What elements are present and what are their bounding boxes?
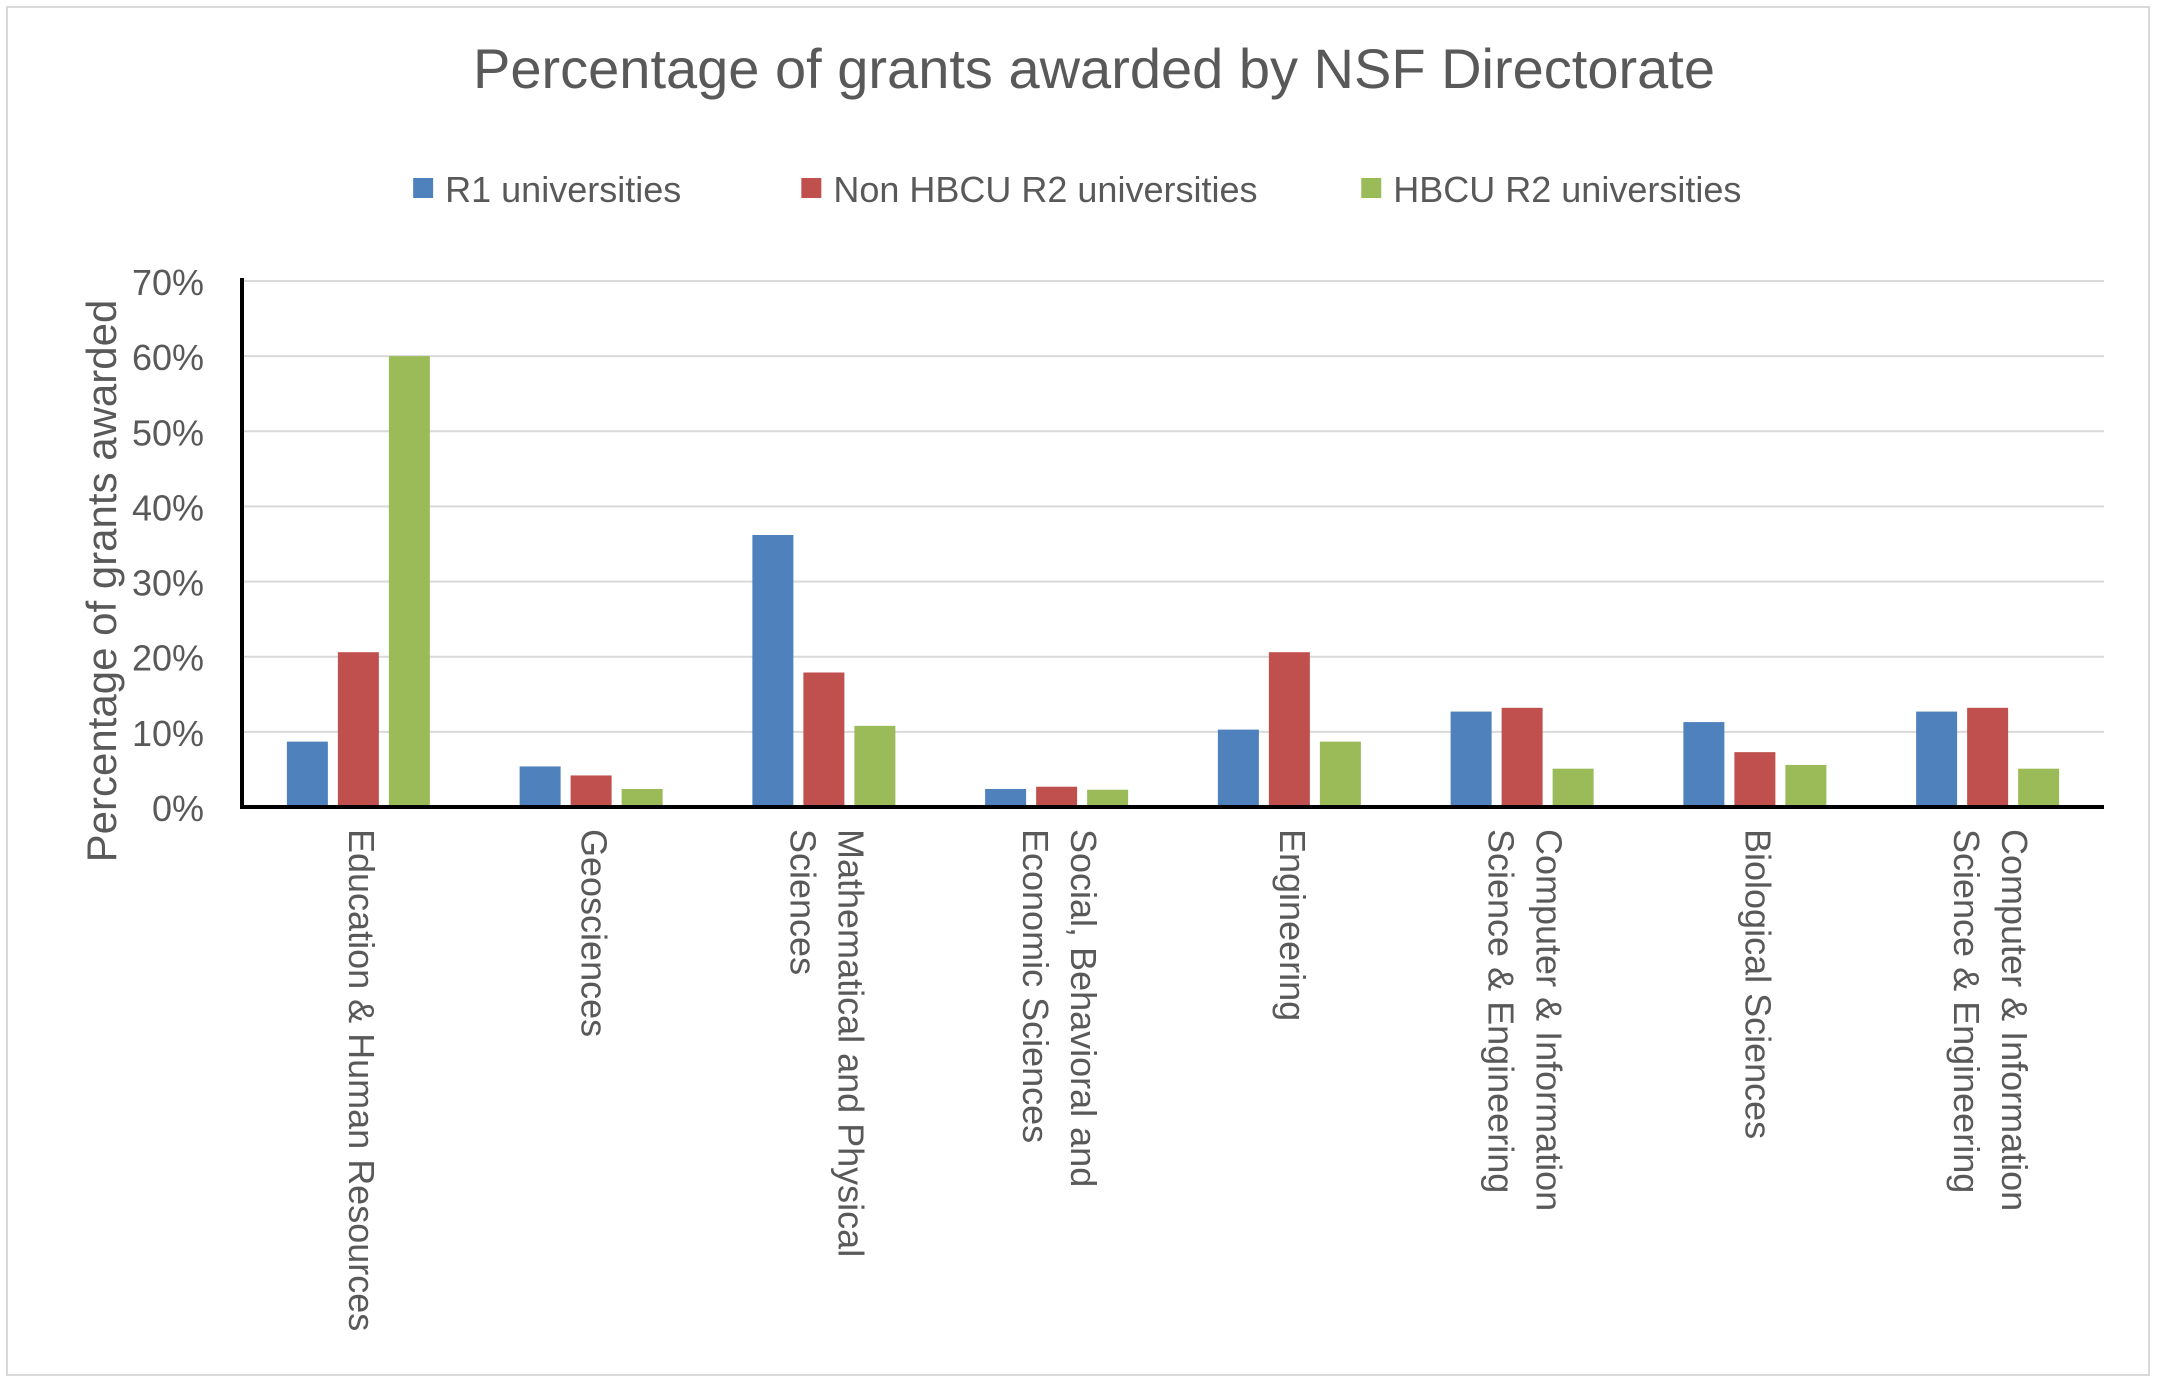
legend-swatch bbox=[801, 178, 822, 198]
bar-r1-universities-4 bbox=[1217, 729, 1259, 807]
x-tick-label-line: Engineering bbox=[1272, 829, 1313, 1021]
bar-hbcu-r2-universities-7 bbox=[2018, 768, 2060, 807]
y-tick-labels: 0% 10% 20% 30% 40% 50% 60% 70% bbox=[132, 262, 204, 829]
bar-non-hbcu-r2-universities-6 bbox=[1734, 752, 1776, 807]
x-tick-label-line: Geosciences bbox=[574, 829, 615, 1037]
x-tick-label-line: Education & Human Resources bbox=[341, 829, 382, 1331]
bar-hbcu-r2-universities-5 bbox=[1552, 768, 1594, 807]
bar-chart: Percentage of grants awarded by NSF Dire… bbox=[78, 37, 2104, 1331]
x-tick-label: Education & Human Resources bbox=[341, 829, 382, 1331]
y-tick-label: 10% bbox=[132, 713, 204, 754]
bar-non-hbcu-r2-universities-7 bbox=[1967, 707, 2009, 807]
y-tick-label: 0% bbox=[152, 788, 204, 829]
y-tick-label: 50% bbox=[132, 412, 204, 453]
bar-hbcu-r2-universities-1 bbox=[621, 788, 663, 807]
bar-r1-universities-0 bbox=[286, 741, 328, 807]
x-tick-label-line: Mathematical and Physical bbox=[830, 829, 871, 1257]
x-tick-label-line: Biological Sciences bbox=[1737, 829, 1778, 1139]
y-tick-label: 30% bbox=[132, 563, 204, 604]
bar-r1-universities-7 bbox=[1916, 711, 1958, 807]
axes bbox=[240, 278, 2104, 809]
legend: R1 universities Non HBCU R2 universities H… bbox=[413, 169, 1741, 210]
bar-hbcu-r2-universities-6 bbox=[1785, 764, 1827, 807]
legend-label: R1 universities bbox=[445, 169, 681, 210]
bar-non-hbcu-r2-universities-1 bbox=[570, 775, 612, 807]
y-axis-label: Percentage of grants awarded bbox=[78, 300, 125, 863]
x-tick-label-line: Social, Behavioral and bbox=[1063, 829, 1104, 1187]
x-tick-label-line: Economic Sciences bbox=[1015, 829, 1056, 1143]
x-tick-label-line: Computer & Information bbox=[1529, 829, 1570, 1211]
y-tick-label: 60% bbox=[132, 337, 204, 378]
y-tick-label: 20% bbox=[132, 638, 204, 679]
legend-item: HBCU R2 universities bbox=[1361, 169, 1741, 210]
y-tick-label: 40% bbox=[132, 487, 204, 528]
bar-r1-universities-2 bbox=[752, 534, 794, 807]
bar-hbcu-r2-universities-3 bbox=[1087, 789, 1129, 807]
bar-r1-universities-6 bbox=[1683, 722, 1725, 807]
bar-non-hbcu-r2-universities-5 bbox=[1501, 707, 1543, 807]
bar-r1-universities-3 bbox=[985, 788, 1027, 807]
bar-hbcu-r2-universities-2 bbox=[854, 725, 896, 807]
y-tick-label: 70% bbox=[132, 262, 204, 303]
bar-non-hbcu-r2-universities-2 bbox=[803, 672, 845, 807]
chart-title: Percentage of grants awarded by NSF Dire… bbox=[473, 37, 1715, 100]
bar-non-hbcu-r2-universities-4 bbox=[1268, 652, 1310, 807]
x-tick-label-line: Sciences bbox=[782, 829, 823, 975]
legend-label: HBCU R2 universities bbox=[1393, 169, 1741, 210]
x-tick-label: Engineering bbox=[1272, 829, 1313, 1021]
bar-r1-universities-5 bbox=[1450, 711, 1492, 807]
x-tick-label: Biological Sciences bbox=[1737, 829, 1778, 1139]
legend-item: R1 universities bbox=[413, 169, 681, 210]
bars bbox=[286, 356, 2060, 807]
bar-non-hbcu-r2-universities-0 bbox=[337, 652, 379, 807]
legend-item: Non HBCU R2 universities bbox=[801, 169, 1257, 210]
x-tick-label-line: Computer & Information bbox=[1994, 829, 2035, 1211]
bar-hbcu-r2-universities-0 bbox=[388, 356, 430, 807]
x-tick-label-line: Science & Engineering bbox=[1481, 829, 1522, 1193]
x-tick-label-line: Science & Engineering bbox=[1946, 829, 1987, 1193]
bar-hbcu-r2-universities-4 bbox=[1319, 741, 1361, 807]
x-tick-label: Geosciences bbox=[574, 829, 615, 1037]
x-tick-labels: Education & Human Resources Geosciences Ma… bbox=[341, 829, 2035, 1331]
chart-frame: Percentage of grants awarded by NSF Dire… bbox=[6, 6, 2150, 1376]
legend-swatch bbox=[1361, 178, 1382, 198]
bar-r1-universities-1 bbox=[519, 766, 561, 807]
legend-swatch bbox=[413, 178, 434, 198]
bar-non-hbcu-r2-universities-3 bbox=[1036, 786, 1078, 807]
legend-label: Non HBCU R2 universities bbox=[833, 169, 1257, 210]
gridlines bbox=[242, 280, 2104, 733]
